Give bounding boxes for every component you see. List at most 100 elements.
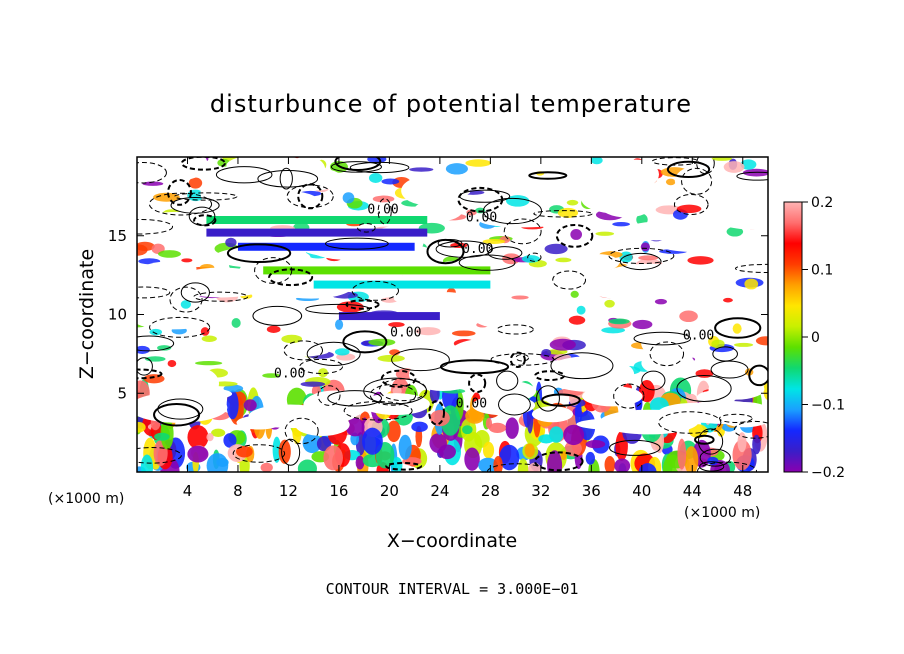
heatmap-cell bbox=[137, 345, 150, 354]
heatmap-cell bbox=[638, 255, 659, 261]
heatmap-cell bbox=[231, 318, 241, 328]
heatmap-cell bbox=[336, 301, 364, 313]
contour-labels: 0.00 0.00 0.00 0.00 0.00 0.00 0.00 bbox=[274, 203, 714, 412]
heatmap-cell bbox=[626, 221, 687, 241]
heatmap-cell bbox=[338, 312, 440, 321]
heatmap-cells bbox=[137, 157, 768, 472]
heatmap-cell bbox=[479, 212, 568, 228]
heatmap-cell bbox=[687, 256, 714, 265]
contour-line bbox=[169, 286, 203, 313]
heatmap-cell bbox=[752, 434, 761, 455]
heatmap-cell bbox=[206, 433, 214, 442]
heatmap-cell bbox=[585, 451, 596, 465]
contour-line bbox=[342, 330, 388, 354]
contour-line bbox=[268, 268, 314, 287]
heatmap-cell bbox=[226, 157, 307, 177]
heatmap-cell bbox=[695, 314, 734, 331]
heatmap-cell bbox=[300, 381, 326, 387]
heatmap-cell bbox=[568, 315, 586, 325]
heatmap-cell bbox=[680, 400, 767, 425]
heatmap-cell bbox=[137, 422, 146, 433]
contour-line bbox=[153, 403, 201, 427]
heatmap-cell bbox=[755, 336, 768, 346]
heatmap-cell bbox=[392, 386, 402, 396]
contour-line bbox=[439, 359, 510, 375]
heatmap-cell bbox=[201, 335, 217, 342]
contour-line bbox=[536, 385, 560, 412]
heatmap-cell bbox=[288, 157, 326, 182]
heatmap-cell bbox=[206, 228, 428, 237]
heatmap-cell bbox=[140, 454, 154, 472]
heatmap-cell bbox=[474, 307, 558, 330]
contour-line bbox=[137, 447, 182, 464]
heatmap-cell bbox=[555, 257, 572, 263]
heatmap-cell bbox=[601, 327, 626, 334]
heatmap-cell bbox=[445, 163, 468, 175]
heatmap-field: 0.00 0.00 0.00 0.00 0.00 0.00 0.00 bbox=[137, 157, 768, 472]
heatmap-cell bbox=[142, 261, 197, 277]
colorbar-tick-label: 0 bbox=[811, 330, 820, 346]
contour-line bbox=[459, 189, 511, 203]
contour-line bbox=[137, 368, 163, 380]
contour-line bbox=[297, 183, 324, 210]
contour-line bbox=[215, 166, 273, 184]
contour-line bbox=[137, 162, 167, 184]
contour-line bbox=[252, 305, 303, 326]
heatmap-cell bbox=[590, 157, 603, 165]
heatmap-cell bbox=[688, 424, 708, 439]
heatmap-cell bbox=[726, 226, 744, 237]
heatmap-cell bbox=[213, 246, 311, 268]
heatmap-cell bbox=[566, 199, 579, 206]
heatmap-cell bbox=[243, 399, 257, 412]
y-tick-label: 5 bbox=[117, 384, 127, 402]
contour-line bbox=[641, 370, 666, 391]
contour-line bbox=[503, 218, 542, 245]
contour-line bbox=[180, 157, 226, 171]
heatmap-cell bbox=[157, 157, 208, 180]
contour-line bbox=[299, 358, 344, 375]
heatmap-cell bbox=[157, 345, 172, 351]
contour-line bbox=[666, 160, 711, 179]
heatmap-cell bbox=[194, 361, 223, 366]
heatmap-cell bbox=[262, 373, 281, 378]
heatmap-cell bbox=[576, 305, 586, 315]
contour-line bbox=[254, 257, 293, 284]
contour-label: 0.00 bbox=[683, 329, 714, 344]
x-tick-label: 16 bbox=[329, 482, 348, 500]
heatmap-cell bbox=[478, 457, 498, 472]
x-unit-right: (×1000 m) bbox=[684, 505, 760, 521]
heatmap-cell bbox=[225, 237, 237, 248]
contour-line bbox=[748, 364, 768, 387]
heatmap-cell bbox=[679, 310, 698, 323]
heatmap-cell bbox=[137, 241, 155, 251]
heatmap-cell bbox=[409, 167, 434, 172]
contour-line bbox=[458, 254, 516, 271]
heatmap-cell bbox=[744, 278, 759, 290]
heatmap-cell bbox=[488, 422, 507, 434]
heatmap-cell bbox=[368, 172, 383, 183]
heatmap-cell bbox=[236, 445, 253, 458]
contour-line bbox=[351, 280, 399, 301]
contour-line bbox=[380, 369, 417, 388]
contour-label: 0.00 bbox=[462, 242, 493, 257]
heatmap-cell bbox=[613, 159, 659, 190]
contour-line bbox=[306, 341, 361, 367]
heatmap-cell bbox=[521, 255, 541, 263]
heatmap-cell bbox=[549, 426, 564, 443]
heatmap-cell bbox=[316, 436, 332, 452]
heatmap-cell bbox=[398, 434, 412, 460]
contour-line bbox=[699, 448, 731, 467]
heatmap-cell bbox=[345, 417, 365, 437]
colorbar-tick-label: 0.1 bbox=[811, 263, 833, 279]
x-tick-label: 32 bbox=[531, 482, 550, 500]
contour-line bbox=[257, 169, 319, 188]
contour-line bbox=[736, 171, 768, 181]
heatmap-cell bbox=[181, 258, 193, 263]
x-axis: 4 8 12 16 20 24 28 32 36 40 44 48 bbox=[183, 157, 752, 500]
heatmap-cell bbox=[585, 439, 606, 449]
contour-line bbox=[651, 157, 699, 166]
heatmap-cell bbox=[632, 319, 653, 330]
heatmap-cell bbox=[640, 242, 650, 252]
contour-label: 0.00 bbox=[390, 326, 421, 341]
